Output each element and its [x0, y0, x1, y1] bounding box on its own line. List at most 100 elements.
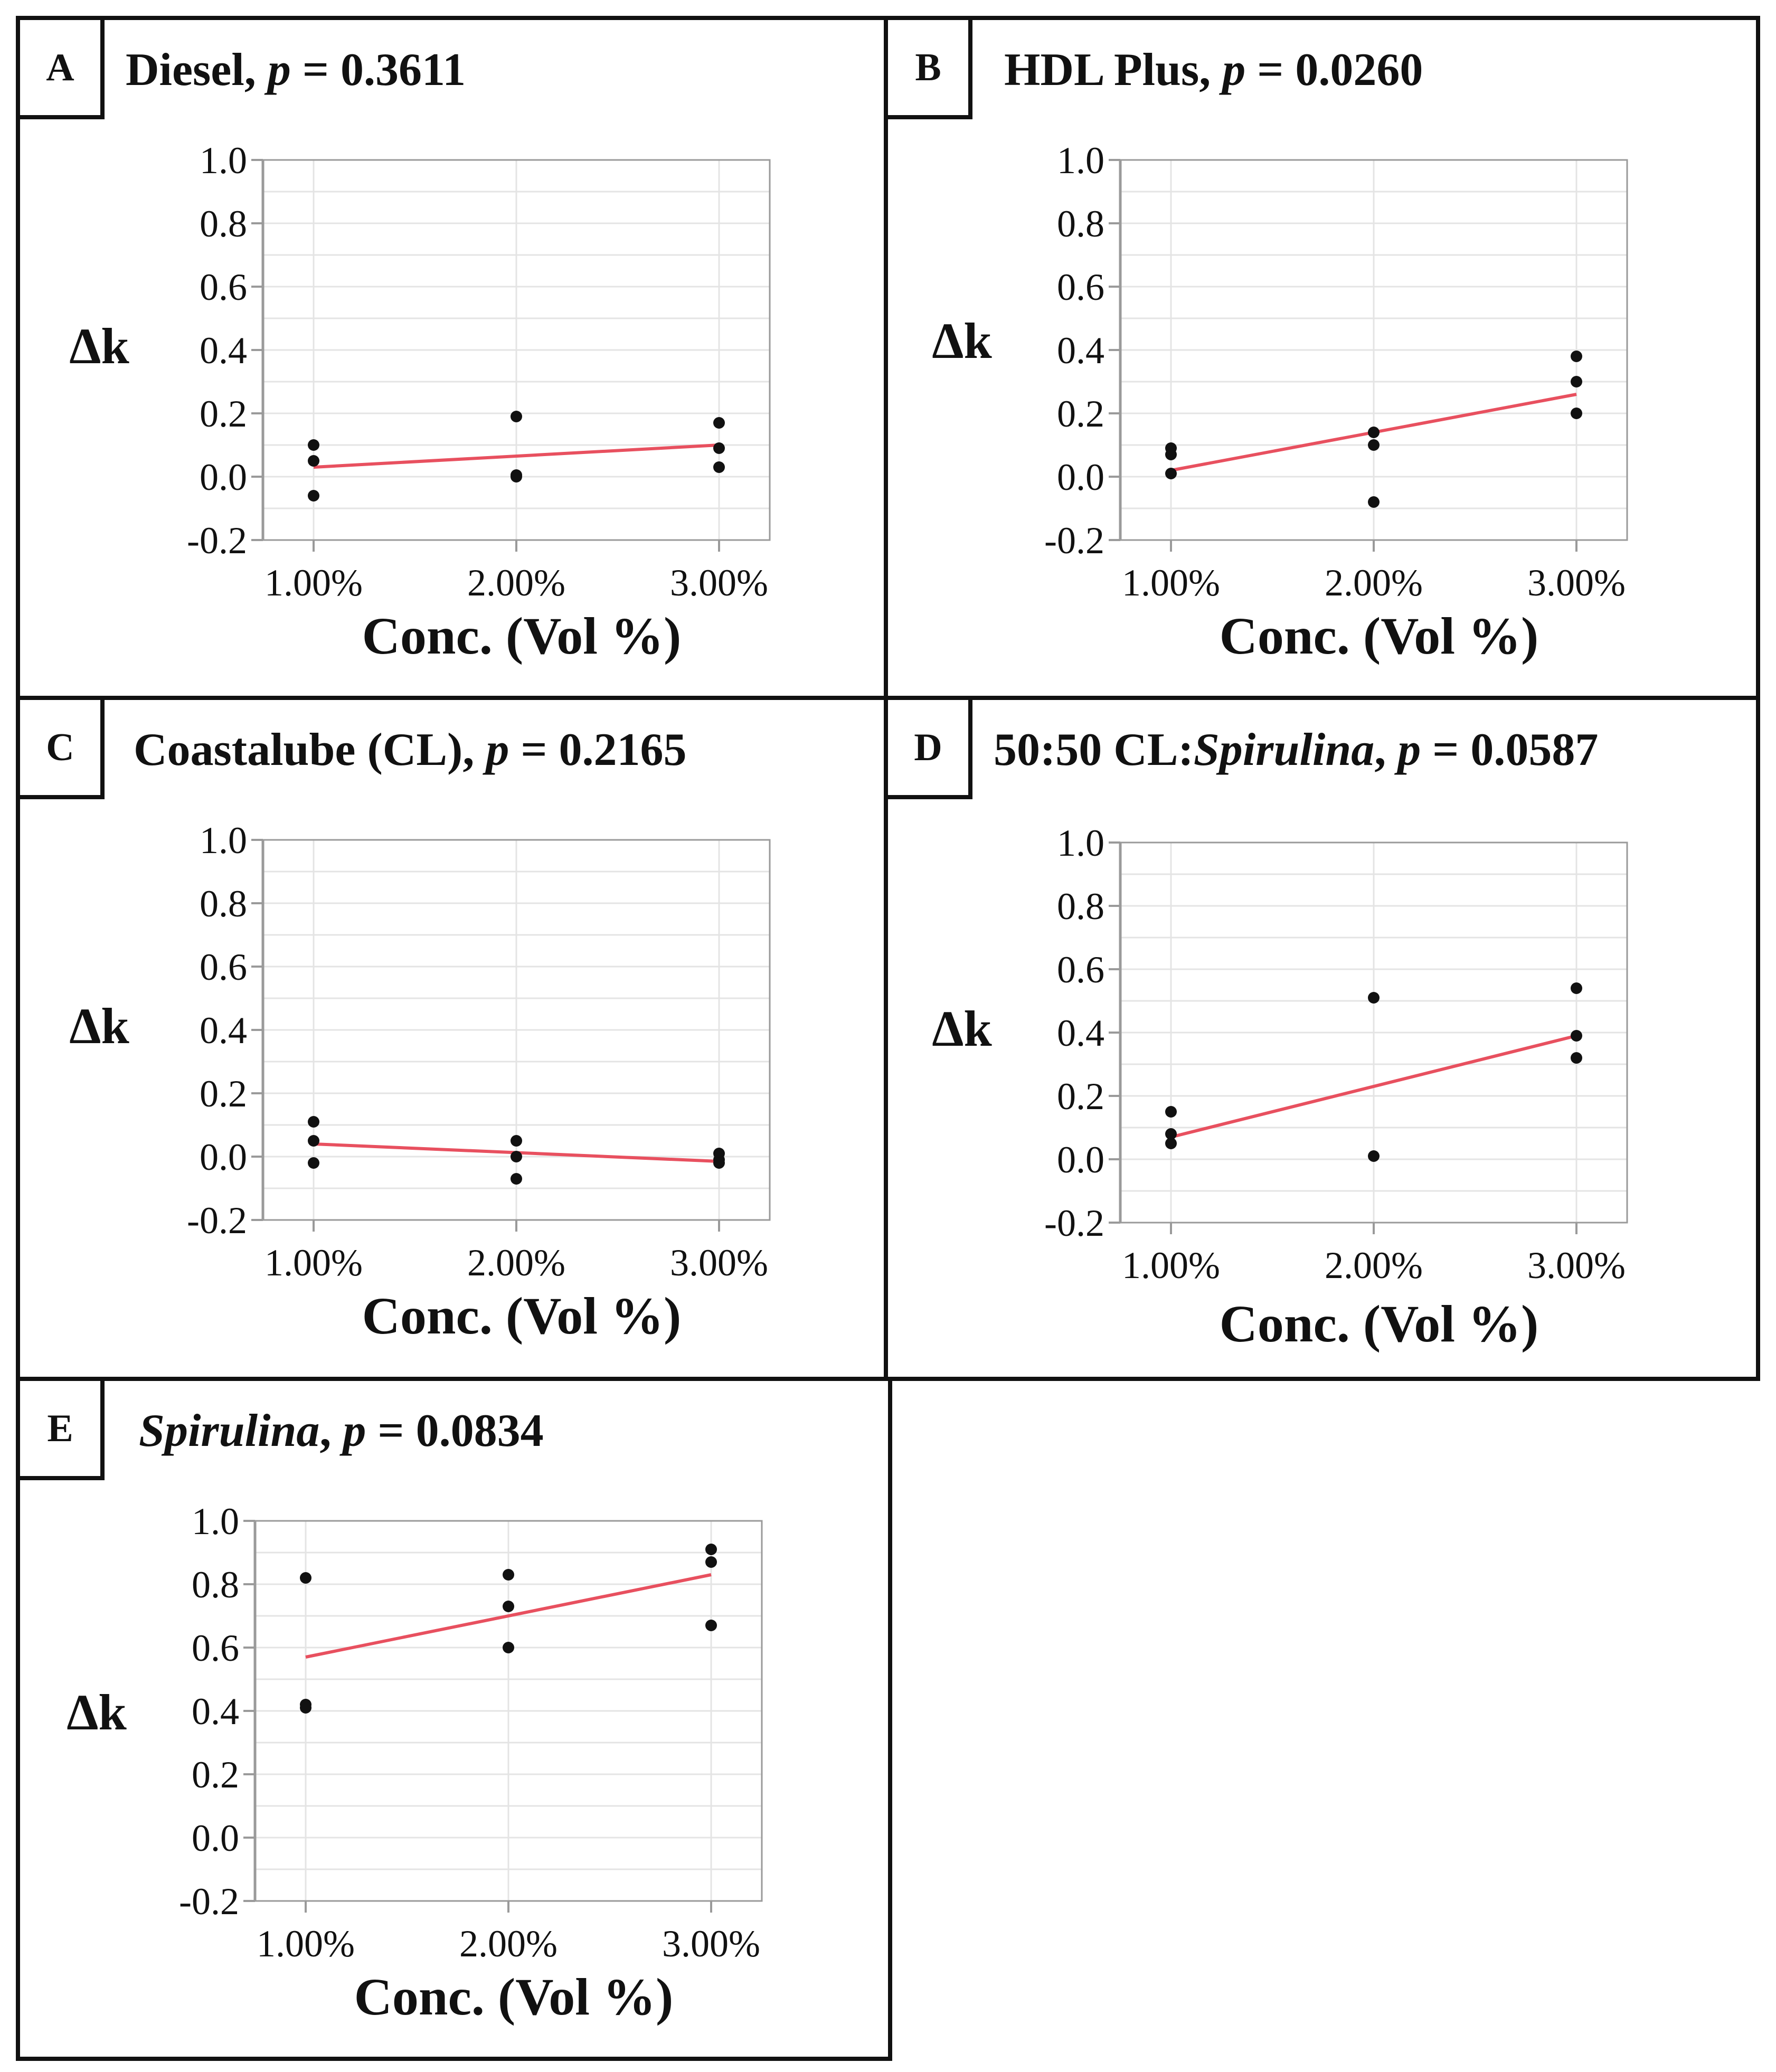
y-tick-label: -0.2: [187, 519, 247, 562]
x-tick-label: 3.00%: [662, 1923, 760, 1965]
data-point: [1165, 1138, 1177, 1149]
data-point: [1165, 1106, 1177, 1118]
y-tick-label: 0.6: [1057, 266, 1104, 308]
y-tick-label: -0.2: [179, 1880, 239, 1923]
x-tick-label: 2.00%: [467, 1242, 565, 1284]
y-axis-label: Δk: [69, 998, 129, 1054]
data-point: [308, 439, 319, 451]
data-point: [300, 1702, 311, 1714]
title-text: HDL Plus,: [1004, 44, 1223, 96]
y-tick-label: 0.0: [1057, 456, 1104, 498]
x-tick-label: 2.00%: [1325, 562, 1423, 604]
data-point: [1571, 1052, 1582, 1064]
data-point: [308, 490, 319, 502]
fit-line: [305, 1573, 712, 1659]
fit-line: [313, 443, 720, 469]
panel-title: 50:50 CL:Spirulina, p = 0.0587: [994, 723, 1598, 777]
data-point: [1368, 439, 1380, 451]
title-value: = 0.2165: [509, 724, 687, 775]
y-tick-label: 0.2: [200, 1073, 247, 1115]
x-tick-label: 2.00%: [459, 1923, 558, 1965]
y-tick-label: 0.4: [1057, 1012, 1104, 1054]
y-tick-label: 0.6: [200, 266, 247, 308]
x-tick-label: 1.00%: [264, 562, 363, 604]
x-axis-label: Conc. (Vol %): [1220, 1294, 1539, 1353]
title-p: p: [343, 1405, 366, 1456]
title-value: = 0.0834: [366, 1405, 544, 1456]
chart-d: 1.0 0.8 0.6 0.4 0.2 0.0 -0.2 1.00% 2.00% 3.00% Δk C…: [932, 822, 1628, 1353]
data-point: [1571, 1030, 1582, 1042]
title-text: Coastalube (CL),: [134, 724, 486, 775]
panel-d: D 50:50 CL:Spirulina, p = 0.0587 1.0 0.8 0…: [884, 696, 1760, 1381]
y-tick-label: 0.8: [1057, 203, 1104, 245]
data-point: [1368, 1150, 1380, 1162]
y-tick-label: 0.0: [1057, 1139, 1104, 1181]
y-axis-label: Δk: [69, 318, 129, 374]
data-point: [1368, 496, 1380, 508]
y-tick-label: 1.0: [192, 1500, 239, 1543]
title-value: = 0.3611: [290, 44, 466, 96]
panel-label: D: [888, 700, 972, 799]
chart-e: 1.0 0.8 0.6 0.4 0.2 0.0 -0.2 1.00% 2.00% 3.00% Δk C…: [67, 1500, 763, 2026]
title-p: p: [1222, 44, 1246, 96]
data-point: [503, 1569, 514, 1581]
data-point: [308, 1135, 319, 1147]
y-tick-label: 0.6: [1057, 949, 1104, 991]
y-tick-label: 0.4: [200, 329, 247, 372]
title-value: = 0.0260: [1245, 44, 1423, 96]
data-point: [1368, 427, 1380, 438]
panel-a: A Diesel, p = 0.3611 1.0 0.8 0.6 0.4 0.2 0.0 -…: [16, 16, 892, 700]
y-tick-label: 0.0: [200, 1136, 247, 1178]
y-tick-label: 0.8: [200, 883, 247, 925]
y-tick-label: 0.2: [200, 393, 247, 435]
panel-label: A: [20, 20, 105, 119]
data-point: [308, 1116, 319, 1128]
y-tick-label: 0.6: [192, 1627, 239, 1669]
x-axis-label: Conc. (Vol %): [1220, 607, 1539, 665]
data-point: [713, 442, 725, 454]
x-tick-label: 3.00%: [670, 1242, 768, 1284]
chart-c: 1.0 0.8 0.6 0.4 0.2 0.0 -0.2 1.00% 2.00% 3.00% Δk C…: [69, 819, 771, 1345]
data-point: [308, 455, 319, 467]
y-tick-label: 0.2: [1057, 393, 1104, 435]
x-axis-label: Conc. (Vol %): [362, 607, 682, 665]
data-point: [503, 1601, 514, 1612]
data-point: [511, 411, 522, 422]
data-point: [1165, 468, 1177, 479]
y-axis-label: Δk: [67, 1684, 127, 1740]
title-value: = 0.0587: [1421, 724, 1599, 775]
panel-label: B: [888, 20, 972, 119]
y-tick-label: 0.8: [200, 203, 247, 245]
y-tick-label: -0.2: [187, 1199, 247, 1242]
x-tick-label: 2.00%: [1325, 1244, 1423, 1286]
data-point: [705, 1620, 717, 1631]
panel-label: C: [20, 700, 105, 799]
x-tick-label: 3.00%: [1527, 1244, 1626, 1286]
x-tick-label: 3.00%: [1527, 562, 1626, 604]
y-tick-label: -0.2: [1044, 519, 1104, 562]
y-tick-label: 0.4: [1057, 329, 1104, 372]
data-point: [511, 1135, 522, 1147]
data-point: [705, 1556, 717, 1568]
panel-title: Diesel, p = 0.3611: [126, 43, 466, 97]
data-point: [308, 1157, 319, 1169]
title-text: Diesel,: [126, 44, 268, 96]
panel-title: Coastalube (CL), p = 0.2165: [134, 723, 687, 777]
y-tick-label: 0.8: [1057, 885, 1104, 928]
data-point: [705, 1544, 717, 1555]
data-point: [300, 1572, 311, 1584]
y-tick-label: 1.0: [200, 819, 247, 862]
title-comma: ,: [319, 1405, 343, 1456]
data-point: [503, 1642, 514, 1653]
y-tick-label: 0.8: [192, 1564, 239, 1606]
x-tick-label: 1.00%: [1122, 562, 1220, 604]
data-point: [511, 471, 522, 482]
y-axis-label: Δk: [932, 313, 992, 369]
y-tick-label: 0.4: [192, 1690, 239, 1733]
y-tick-label: 1.0: [1057, 139, 1104, 182]
y-tick-label: 0.2: [192, 1754, 239, 1796]
y-tick-label: 0.6: [200, 946, 247, 988]
data-point: [1571, 408, 1582, 419]
panel-c: C Coastalube (CL), p = 0.2165 1.0 0.8 0.6 0…: [16, 696, 892, 1381]
y-tick-label: 1.0: [1057, 822, 1104, 864]
